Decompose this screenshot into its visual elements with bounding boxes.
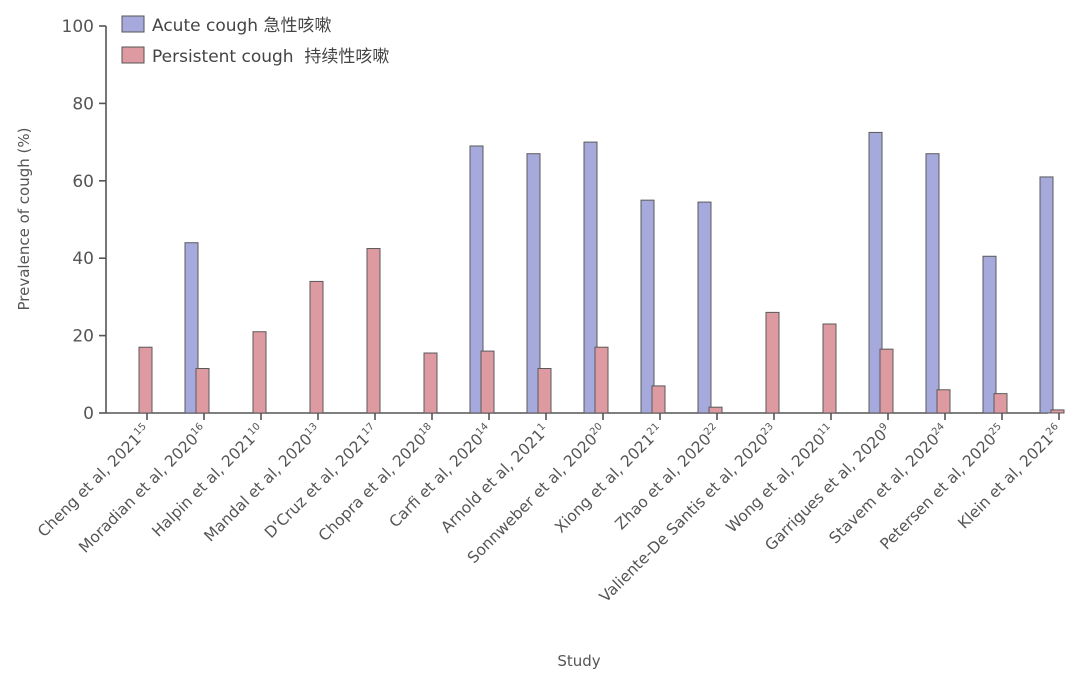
x-tick-label: Arnold et al, 20211 — [437, 421, 552, 536]
bar-acute-10 — [697, 201, 712, 414]
x-axis-title: Study — [557, 652, 600, 670]
y-tick-label: 40 — [72, 249, 94, 269]
x-tick-label: Cheng et al, 202115 — [34, 421, 154, 541]
bar-acute-7 — [526, 153, 541, 414]
bar-acute-16 — [1039, 176, 1054, 414]
y-tick-label: 60 — [72, 172, 94, 192]
bar-persistent-4 — [366, 248, 381, 414]
y-axis-title: Prevalence of cough (%) — [15, 128, 33, 311]
bar-persistent-13 — [879, 348, 894, 414]
bars-group — [138, 131, 1065, 420]
bar-persistent-9 — [651, 385, 666, 414]
x-tick-label: Wong et al, 202011 — [723, 421, 838, 536]
legend-swatch-persistent — [121, 46, 145, 64]
bar-persistent-16 — [1050, 409, 1065, 414]
bar-persistent-2 — [252, 331, 267, 414]
bar-acute-6 — [469, 145, 484, 414]
x-tick-label: Xiong et al, 202121 — [551, 421, 667, 537]
x-tick-label: Klein et al, 202126 — [954, 421, 1065, 532]
bar-persistent-0 — [138, 346, 153, 414]
y-tick-label: 0 — [83, 404, 94, 424]
bar-persistent-15 — [993, 393, 1008, 414]
bar-acute-9 — [640, 199, 655, 414]
legend-label-persistent: Persistent cough 持续性咳嗽 — [152, 47, 389, 67]
bar-persistent-14 — [936, 389, 951, 414]
x-tick-label: Carfi et al, 202014 — [386, 421, 496, 531]
bar-persistent-11 — [765, 311, 780, 414]
bar-acute-8 — [583, 141, 598, 414]
legend-label-acute: Acute cough 急性咳嗽 — [152, 16, 331, 36]
legend: Acute cough 急性咳嗽 Persistent cough 持续性咳嗽 — [121, 15, 389, 67]
bar-persistent-3 — [309, 280, 324, 414]
bar-persistent-1 — [195, 367, 210, 414]
bar-persistent-7 — [537, 367, 552, 414]
x-tick-label: Zhao et al, 202022 — [612, 421, 724, 533]
bar-acute-1 — [184, 242, 199, 414]
bar-acute-15 — [982, 255, 997, 414]
bar-persistent-8 — [594, 346, 609, 414]
y-tick-label: 100 — [62, 17, 94, 37]
y-axis-ticks: 0 20 40 60 80 100 — [62, 17, 106, 424]
legend-swatch-acute — [121, 15, 145, 33]
bar-acute-13 — [868, 131, 883, 414]
bar-persistent-10 — [708, 406, 723, 414]
x-tick-label: D'Cruz et al, 202117 — [261, 421, 382, 542]
x-tick-label: Halpin et al, 202110 — [149, 421, 268, 540]
bar-persistent-12 — [822, 323, 837, 414]
y-tick-label: 80 — [72, 94, 94, 114]
bar-acute-14 — [925, 153, 940, 414]
bar-persistent-5 — [423, 352, 438, 414]
y-tick-label: 20 — [72, 327, 94, 347]
bar-persistent-6 — [480, 350, 495, 414]
